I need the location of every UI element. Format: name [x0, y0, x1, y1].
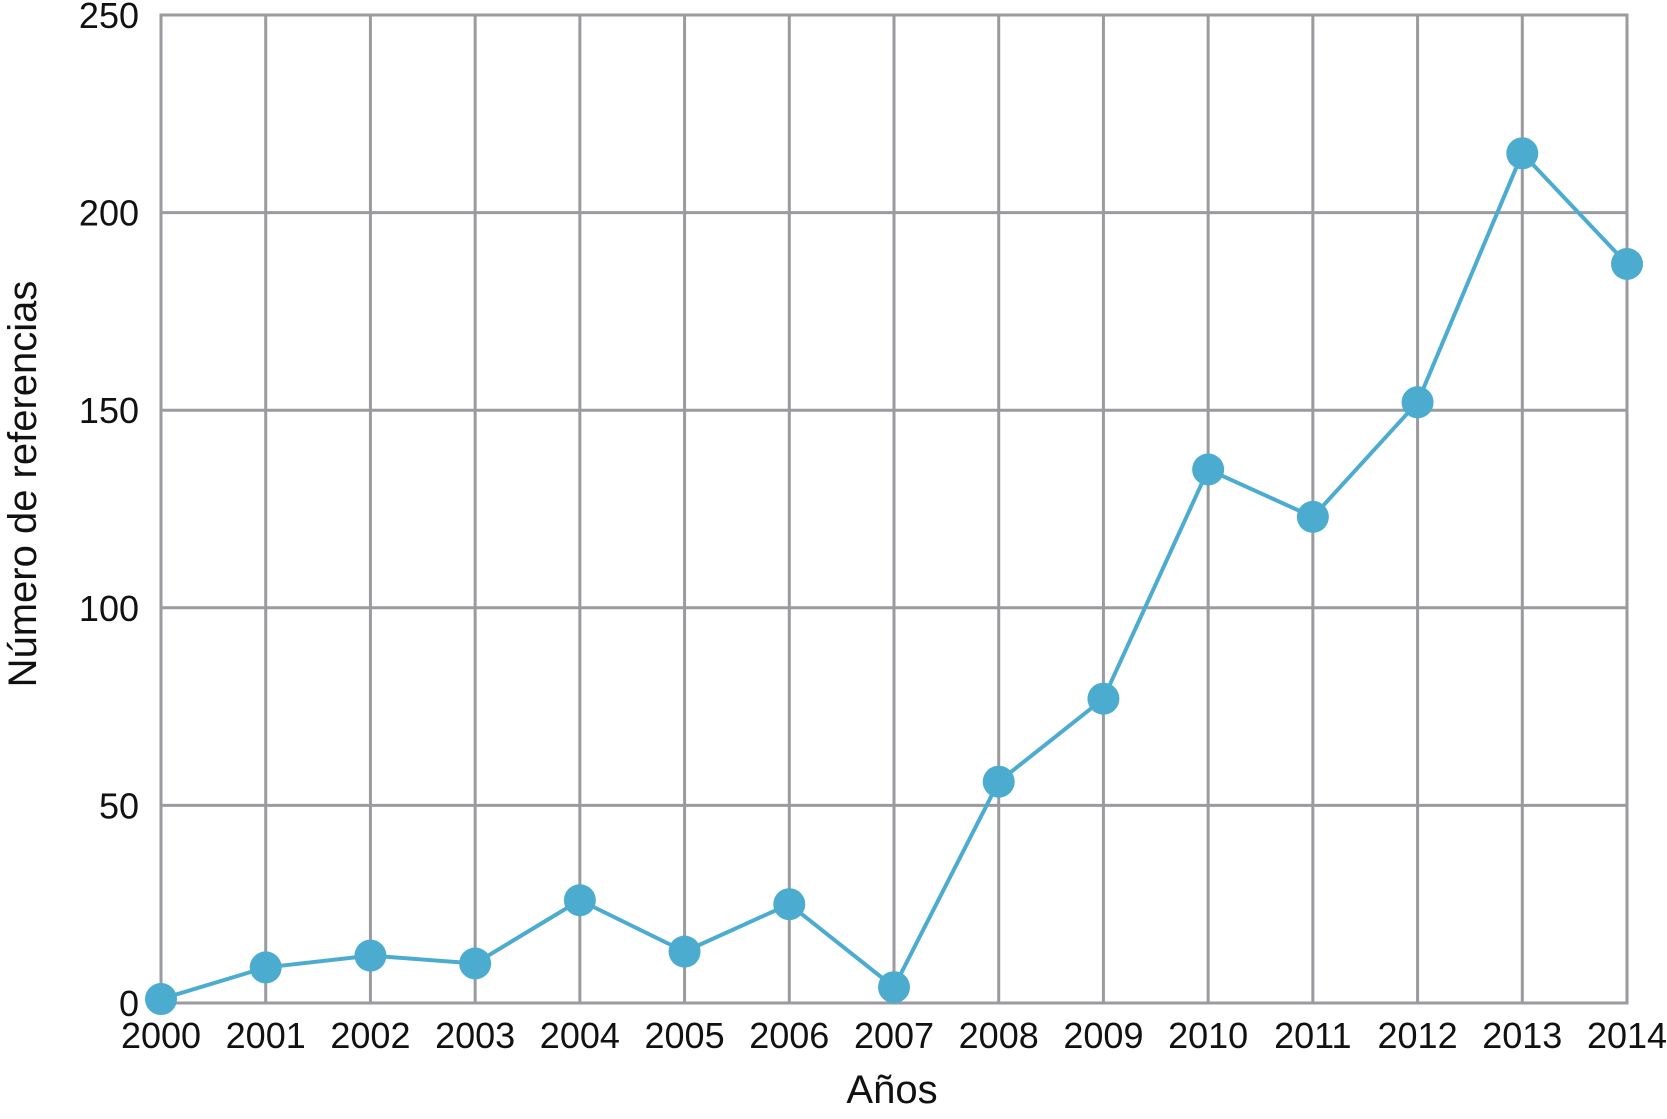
data-point-2006: [773, 888, 806, 921]
data-point-2002: [354, 939, 387, 972]
data-point-2009: [1087, 682, 1120, 715]
x-tick-label-2001: 2001: [226, 1015, 306, 1056]
y-tick-label-150: 150: [79, 390, 139, 431]
x-tick-label-2003: 2003: [435, 1015, 515, 1056]
x-tick-label-2000: 2000: [121, 1015, 201, 1056]
data-point-2007: [878, 971, 910, 1004]
data-point-2014: [1611, 247, 1643, 280]
x-tick-label-2005: 2005: [645, 1015, 725, 1056]
x-tick-label-2014: 2014: [1587, 1015, 1667, 1056]
data-point-2013: [1506, 137, 1539, 170]
x-tick-label-2007: 2007: [854, 1015, 934, 1056]
x-tick-labels: 2000 2001 2002 2003 2004 2005 2006 2007 2008 2009…: [121, 1015, 1667, 1056]
series-group: [145, 137, 1643, 1016]
x-tick-label-2006: 2006: [749, 1015, 829, 1056]
data-point-2010: [1192, 453, 1225, 486]
x-tick-label-2012: 2012: [1378, 1015, 1458, 1056]
data-point-2004: [563, 884, 596, 917]
y-tick-label-100: 100: [79, 588, 139, 629]
x-tick-label-2011: 2011: [1274, 1015, 1351, 1056]
data-point-2000: [145, 983, 177, 1016]
x-axis-title: Años: [846, 1068, 937, 1112]
data-point-2012: [1401, 386, 1434, 419]
x-tick-label-2002: 2002: [330, 1015, 410, 1056]
x-tick-label-2009: 2009: [1063, 1015, 1143, 1056]
data-point-2005: [668, 935, 701, 968]
x-tick-label-2013: 2013: [1482, 1015, 1562, 1056]
x-tick-label-2004: 2004: [540, 1015, 620, 1056]
data-point-2011: [1296, 500, 1329, 533]
y-tick-labels: 0 50 100 150 200 250: [79, 0, 139, 1024]
data-point-2008: [982, 765, 1015, 798]
data-point-2003: [459, 947, 492, 980]
y-tick-label-0: 0: [119, 983, 139, 1024]
y-tick-label-200: 200: [79, 193, 139, 234]
data-point-2001: [249, 951, 282, 984]
y-tick-label-50: 50: [99, 785, 139, 826]
y-axis-title: Número de referencias: [1, 281, 45, 688]
x-tick-label-2008: 2008: [959, 1015, 1039, 1056]
x-tick-label-2010: 2010: [1168, 1015, 1248, 1056]
y-tick-label-250: 250: [79, 0, 139, 36]
grid: [159, 13, 1629, 1005]
